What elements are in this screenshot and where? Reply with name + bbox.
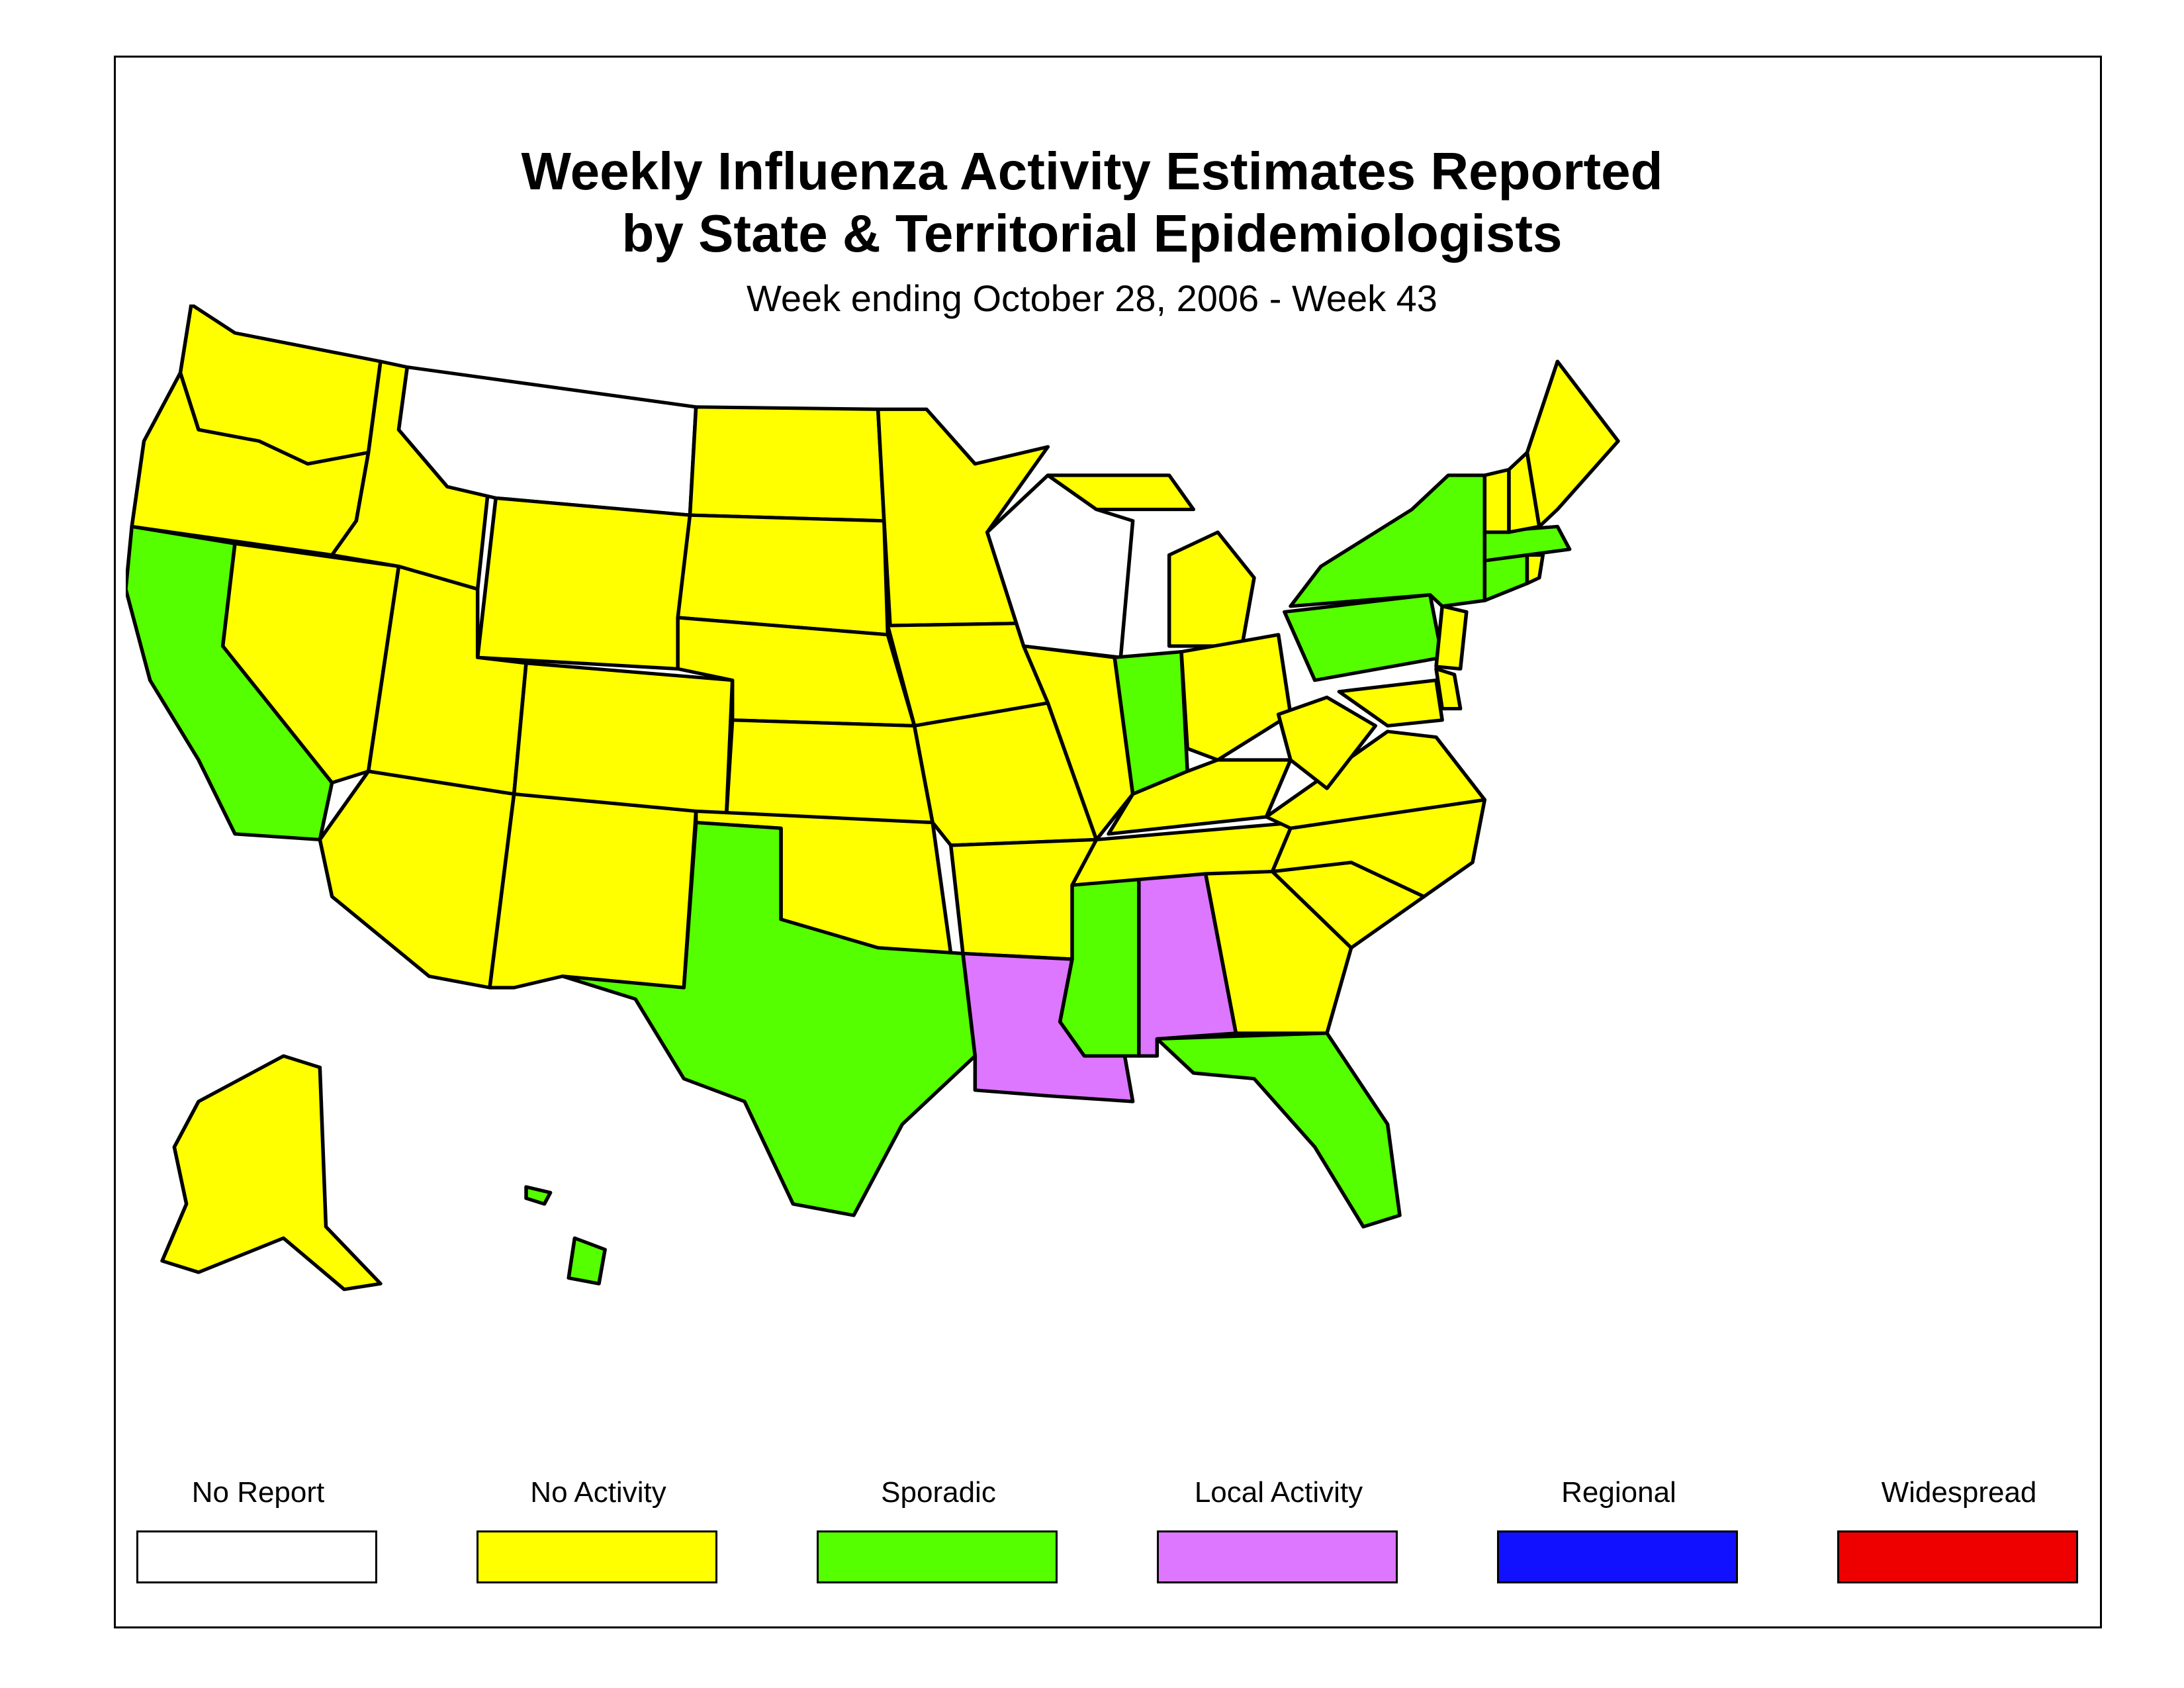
map-subtitle: Week ending October 28, 2006 - Week 43 <box>747 277 1437 319</box>
map-title: Weekly Influenza Activity Estimates Repo… <box>0 140 2184 265</box>
state-colorado <box>512 661 735 819</box>
legend-label-sporadic: Sporadic <box>881 1476 996 1509</box>
state-michigan <box>1046 473 1256 648</box>
state-maine <box>1525 359 1620 528</box>
state-wyoming <box>475 496 692 671</box>
state-north-dakota <box>688 405 886 523</box>
state-rhode-island <box>1525 553 1545 585</box>
state-georgia <box>1203 869 1353 1035</box>
state-new-mexico <box>488 792 698 990</box>
legend-label-regional: Regional <box>1561 1476 1676 1509</box>
legend-label-no-activity: No Activity <box>530 1476 666 1509</box>
state-vermont <box>1482 467 1511 534</box>
state-new-jersey <box>1434 604 1469 671</box>
state-alaska <box>160 1054 383 1291</box>
legend-label-no-report: No Report <box>191 1476 325 1509</box>
state-new-york <box>1289 473 1487 608</box>
legend-label-local-activity: Local Activity <box>1194 1476 1363 1509</box>
state-delaware <box>1434 667 1463 711</box>
legend-swatch-sporadic <box>817 1530 1058 1583</box>
state-texas <box>561 821 978 1217</box>
state-hawaii <box>524 1185 607 1286</box>
map-frame <box>114 56 2102 1628</box>
state-maryland <box>1337 679 1444 727</box>
legend-swatch-no-report <box>136 1530 377 1583</box>
state-arizona <box>318 769 516 990</box>
title-line-2: by State & Territorial Epidemiologists <box>621 204 1563 263</box>
state-florida <box>1155 1031 1402 1229</box>
state-kansas <box>724 718 934 825</box>
legend-swatch-regional <box>1497 1530 1738 1583</box>
legend-swatch-no-activity <box>477 1530 717 1583</box>
legend-label-widespread: Widespread <box>1881 1476 2037 1509</box>
state-ohio <box>1179 633 1293 762</box>
us-state-map <box>126 305 1620 1291</box>
state-west-virginia <box>1276 695 1378 790</box>
legend-swatch-local-activity <box>1157 1530 1398 1583</box>
state-mississippi <box>1058 878 1141 1058</box>
state-pennsylvania <box>1283 593 1444 682</box>
state-south-dakota <box>676 513 890 637</box>
title-line-1: Weekly Influenza Activity Estimates Repo… <box>521 142 1663 201</box>
state-illinois <box>1021 644 1135 841</box>
state-connecticut <box>1482 553 1529 602</box>
legend-swatch-widespread <box>1837 1530 2078 1583</box>
state-virginia <box>1264 729 1487 830</box>
